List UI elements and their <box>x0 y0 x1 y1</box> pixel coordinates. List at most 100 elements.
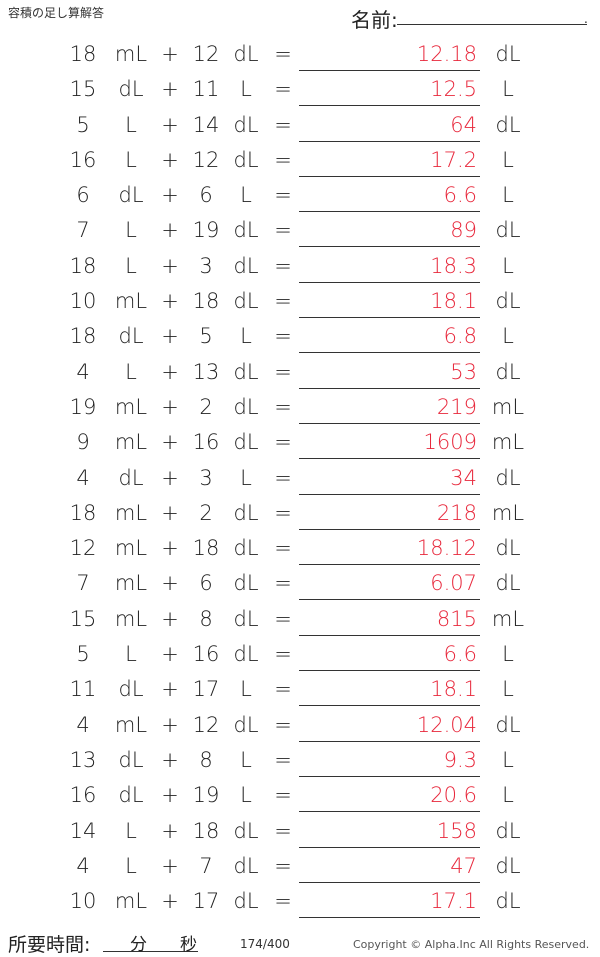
addend-2: 14 <box>192 112 220 137</box>
answer-value: 20.6 <box>430 783 477 808</box>
answer-line <box>299 281 480 283</box>
unit-1: L <box>125 112 137 137</box>
equals-sign: = <box>274 500 292 525</box>
problem-row: 15 dL +11 L = 12.5 L <box>0 73 600 108</box>
equals-sign: = <box>274 112 292 137</box>
answer-line <box>299 881 480 883</box>
answer-value: 47 <box>450 853 477 878</box>
answer-unit: dL <box>495 289 521 314</box>
unit-1: mL <box>114 500 148 525</box>
problem-row: 14 L +18 dL = 158 dL <box>0 815 600 850</box>
addend-1: 18 <box>69 500 97 525</box>
answer-value: 18.1 <box>430 289 477 314</box>
answer-unit: L <box>502 253 514 278</box>
answer-value: 34 <box>450 465 477 490</box>
addend-2: 12 <box>192 712 220 737</box>
addend-2: 18 <box>192 289 220 314</box>
answer-unit: dL <box>495 359 521 384</box>
answer-value: 6.6 <box>443 642 477 667</box>
unit-1: dL <box>118 183 144 208</box>
addend-1: 15 <box>69 606 97 631</box>
equals-sign: = <box>274 430 292 455</box>
plus-sign: + <box>161 324 179 349</box>
answer-line <box>299 917 480 919</box>
unit-1: mL <box>114 42 148 66</box>
unit-1: L <box>125 853 137 878</box>
answer-line <box>299 705 480 707</box>
time-input-line[interactable] <box>103 951 198 952</box>
unit-2: L <box>240 465 252 490</box>
answer-unit: mL <box>491 500 525 525</box>
problem-row: 10 mL +17 dL = 17.1 dL <box>0 885 600 920</box>
answer-unit: L <box>502 783 514 808</box>
answer-unit: L <box>502 147 514 172</box>
copyright-notice: Copyright © Alpha.Inc All Rights Reserve… <box>353 938 590 951</box>
plus-sign: + <box>161 677 179 702</box>
addend-1: 14 <box>69 818 97 843</box>
equals-sign: = <box>274 253 292 278</box>
addend-2: 2 <box>199 500 213 525</box>
problem-row: 11 dL +17 L = 18.1 L <box>0 673 600 708</box>
equals-sign: = <box>274 359 292 384</box>
addend-2: 13 <box>192 359 220 384</box>
unit-1: mL <box>114 571 148 596</box>
name-input-line[interactable] <box>397 24 587 25</box>
problem-row: 19 mL +2 dL = 219 mL <box>0 391 600 426</box>
addend-2: 12 <box>192 42 220 66</box>
addend-2: 11 <box>192 77 220 102</box>
addend-2: 17 <box>192 889 220 914</box>
plus-sign: + <box>161 536 179 561</box>
addend-1: 13 <box>69 747 97 772</box>
answer-line <box>299 352 480 354</box>
addend-1: 5 <box>76 112 90 137</box>
answer-value: 9.3 <box>443 747 477 772</box>
plus-sign: + <box>161 889 179 914</box>
problem-row: 4 L +13 dL = 53 dL <box>0 356 600 391</box>
unit-1: dL <box>118 77 144 102</box>
plus-sign: + <box>161 783 179 808</box>
problem-row: 18 dL +5 L = 6.8 L <box>0 320 600 355</box>
unit-2: L <box>240 183 252 208</box>
problem-row: 15 mL +8 dL = 815 mL <box>0 603 600 638</box>
addend-1: 9 <box>76 430 90 455</box>
equals-sign: = <box>274 712 292 737</box>
answer-unit: dL <box>495 112 521 137</box>
unit-2: L <box>240 324 252 349</box>
unit-2: dL <box>233 112 259 137</box>
addend-2: 6 <box>199 183 213 208</box>
addend-1: 15 <box>69 77 97 102</box>
answer-value: 12.04 <box>416 712 477 737</box>
addend-2: 8 <box>199 747 213 772</box>
problem-row: 18 mL +12 dL = 12.18 dL <box>0 38 600 73</box>
answer-line <box>299 175 480 177</box>
answer-value: 64 <box>450 112 477 137</box>
addend-1: 5 <box>76 642 90 667</box>
problem-list: 18 mL +12 dL = 12.18 dL 15 dL +11 L = 12.5 L 5 L +14 dL… <box>0 38 600 920</box>
answer-value: 6.6 <box>443 183 477 208</box>
answer-value: 815 <box>436 606 477 631</box>
problem-row: 16 dL +19 L = 20.6 L <box>0 779 600 814</box>
unit-1: dL <box>118 324 144 349</box>
problem-row: 16 L +12 dL = 17.2 L <box>0 144 600 179</box>
unit-1: mL <box>114 430 148 455</box>
equals-sign: = <box>274 394 292 419</box>
addend-1: 6 <box>76 183 90 208</box>
unit-1: L <box>125 642 137 667</box>
unit-2: dL <box>233 500 259 525</box>
addend-2: 3 <box>199 253 213 278</box>
addend-1: 7 <box>76 218 90 243</box>
answer-unit: dL <box>495 818 521 843</box>
addend-1: 16 <box>69 783 97 808</box>
equals-sign: = <box>274 289 292 314</box>
problem-row: 5 L +14 dL = 64 dL <box>0 109 600 144</box>
answer-unit: dL <box>495 853 521 878</box>
equals-sign: = <box>274 606 292 631</box>
answer-unit: dL <box>495 465 521 490</box>
answer-unit: dL <box>495 42 521 66</box>
addend-1: 18 <box>69 324 97 349</box>
answer-unit: L <box>502 642 514 667</box>
answer-line <box>299 599 480 601</box>
equals-sign: = <box>274 465 292 490</box>
unit-2: dL <box>233 42 259 66</box>
answer-unit: L <box>502 324 514 349</box>
